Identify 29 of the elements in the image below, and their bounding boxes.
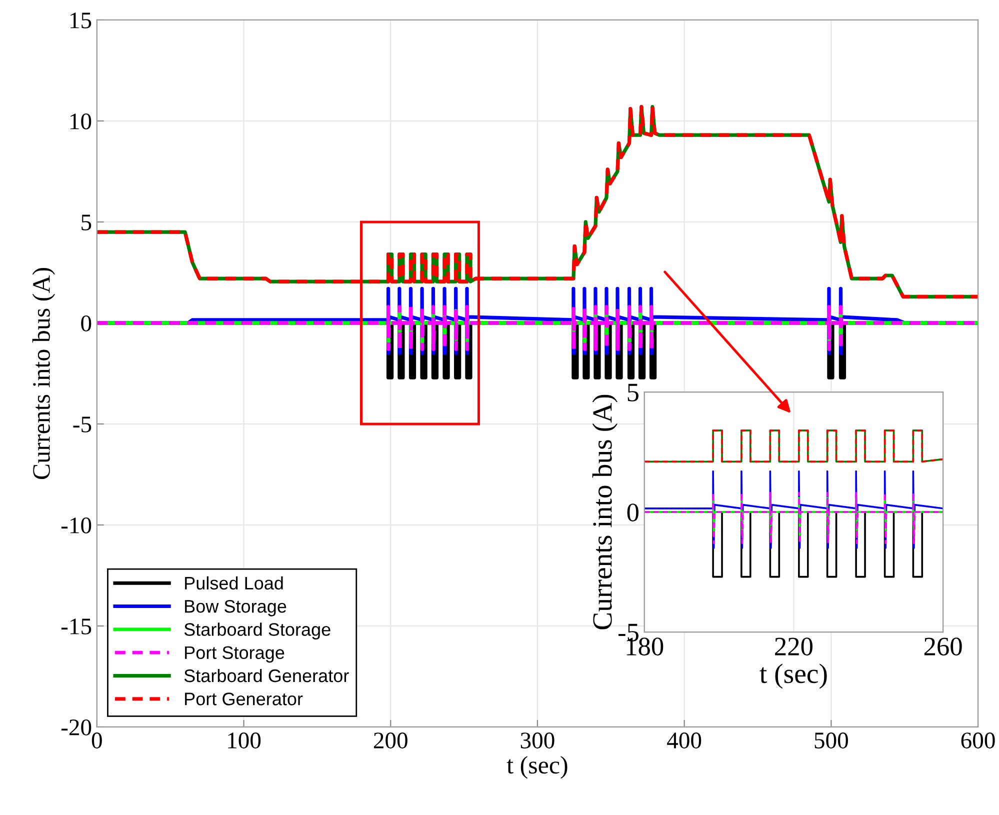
y-tick-label: 0 — [81, 315, 92, 332]
x-tick-label: 200 — [374, 732, 408, 748]
y-tick-label: -20 — [61, 719, 92, 736]
y-tick-label: 5 — [628, 384, 638, 402]
legend-label: Pulsed Load — [185, 576, 283, 590]
y-tick-label: 10 — [70, 113, 92, 130]
y-tick-label: 0 — [627, 504, 638, 522]
y-axis-title: Currents into bus (A) — [592, 394, 618, 630]
x-tick-label: 220 — [775, 638, 812, 656]
x-tick-label: 400 — [667, 732, 702, 748]
y-tick-label: -5 — [73, 416, 92, 432]
y-tick-label: 15 — [70, 12, 92, 28]
x-tick-label: 260 — [924, 638, 962, 656]
x-tick-label: 100 — [228, 732, 261, 748]
x-axis-title: t (sec) — [506, 756, 568, 779]
x-tick-label: 300 — [520, 732, 554, 748]
x-tick-label: 0 — [92, 732, 102, 748]
legend-label: Starboard Generator — [184, 668, 349, 682]
y-tick-label: 5 — [82, 214, 92, 230]
y-axis-title: Currents into bus (A) — [32, 268, 56, 480]
legend-label: Starboard Storage — [184, 622, 330, 640]
legend-label: Bow Storage — [185, 600, 286, 616]
x-tick-label: 600 — [961, 732, 995, 748]
legend-label: Port Storage — [185, 646, 284, 663]
x-tick-label: 500 — [814, 732, 848, 748]
legend-label: Port Generator — [185, 692, 303, 706]
y-tick-label: -10 — [61, 517, 92, 534]
x-axis-title: t (sec) — [760, 664, 827, 689]
y-tick-label: -15 — [61, 618, 92, 634]
